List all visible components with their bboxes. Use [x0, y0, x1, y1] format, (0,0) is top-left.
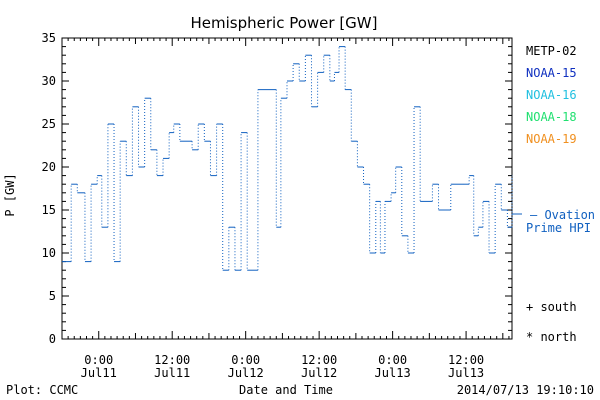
- x-tick-time-label: 0:00: [84, 353, 113, 367]
- x-axis-label: Date and Time: [239, 383, 333, 397]
- x-tick-date-label: Jul11: [154, 366, 190, 380]
- y-tick-label: 0: [49, 332, 56, 346]
- x-tick-time-label: 12:00: [301, 353, 337, 367]
- ovation-label-line2: Prime HPI: [526, 221, 591, 235]
- legend-entry: NOAA-18: [526, 110, 577, 124]
- series-layer: [62, 46, 513, 271]
- chart-title: Hemispheric Power [GW]: [191, 14, 378, 32]
- north-legend-label: * north: [526, 330, 577, 344]
- x-tick-time-label: 0:00: [231, 353, 260, 367]
- x-axis-ticks: 0:00Jul1112:00Jul110:00Jul1212:00Jul120:…: [61, 38, 510, 380]
- legend-entry: NOAA-16: [526, 88, 577, 102]
- legend-entry: NOAA-19: [526, 132, 577, 146]
- legend-entry: NOAA-15: [526, 66, 577, 80]
- timestamp: 2014/07/13 19:10:10: [457, 383, 594, 397]
- y-tick-label: 30: [42, 74, 56, 88]
- ovation-label-line1: — Ovation: [530, 208, 595, 222]
- y-tick-label: 5: [49, 289, 56, 303]
- x-tick-time-label: 12:00: [154, 353, 190, 367]
- south-legend-label: + south: [526, 300, 577, 314]
- y-axis-label: P [GW]: [3, 173, 17, 216]
- y-axis-ticks: 0 5 10 15 20 25 30 35: [42, 31, 512, 346]
- plot-credit: Plot: CCMC: [6, 383, 78, 397]
- legend-entry: METP-02: [526, 44, 577, 58]
- plot-frame: [61, 37, 513, 340]
- x-tick-time-label: 0:00: [378, 353, 407, 367]
- y-tick-label: 25: [42, 117, 56, 131]
- x-tick-time-label: 12:00: [448, 353, 484, 367]
- y-tick-label: 20: [42, 160, 56, 174]
- x-tick-date-label: Jul12: [301, 366, 337, 380]
- x-tick-date-label: Jul11: [81, 366, 117, 380]
- x-tick-date-label: Jul13: [375, 366, 411, 380]
- y-tick-label: 35: [42, 31, 56, 45]
- x-tick-date-label: Jul13: [448, 366, 484, 380]
- x-tick-date-label: Jul12: [228, 366, 264, 380]
- legend: METP-02 NOAA-15 NOAA-16 NOAA-18 NOAA-19: [526, 44, 577, 146]
- y-tick-label: 15: [42, 203, 56, 217]
- y-tick-label: 10: [42, 246, 56, 260]
